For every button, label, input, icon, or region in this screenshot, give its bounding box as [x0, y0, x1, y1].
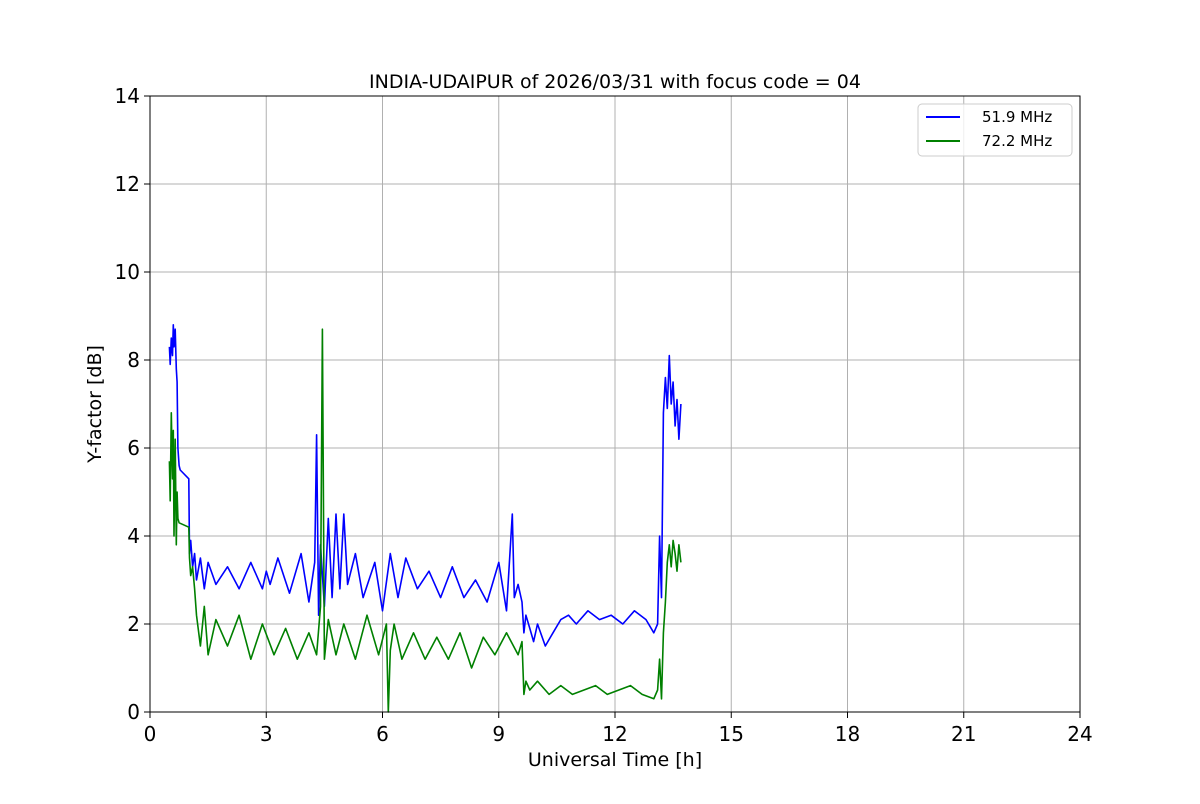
- x-tick-label: 15: [719, 722, 744, 746]
- x-tick-label: 24: [1067, 722, 1092, 746]
- y-tick-label: 6: [127, 436, 140, 460]
- y-axis-label: Y-factor [dB]: [84, 345, 106, 464]
- y-tick-label: 8: [127, 348, 140, 372]
- series-layer: [168, 323, 682, 713]
- series-line-1: [168, 323, 682, 647]
- x-tick-label: 12: [602, 722, 627, 746]
- x-tick-label: 3: [260, 722, 273, 746]
- y-tick-label: 10: [115, 260, 140, 284]
- y-tick-label: 14: [115, 84, 140, 108]
- legend: 51.9 MHz 72.2 MHz: [917, 103, 1073, 157]
- x-tick-label: 21: [951, 722, 976, 746]
- series-line-2: [168, 328, 682, 713]
- legend-label-series-1: 51.9 MHz: [982, 108, 1052, 126]
- y-tick-label: 12: [115, 172, 140, 196]
- y-tick-label: 0: [127, 700, 140, 724]
- y-tick-label: 4: [127, 524, 140, 548]
- x-tick-label: 18: [835, 722, 860, 746]
- y-tick-label: 2: [127, 612, 140, 636]
- x-tick-label: 6: [376, 722, 389, 746]
- chart-title: INDIA-UDAIPUR of 2026/03/31 with focus c…: [369, 71, 861, 93]
- x-tick-label: 0: [144, 722, 157, 746]
- x-axis-label: Universal Time [h]: [528, 749, 702, 771]
- x-tick-label: 9: [492, 722, 505, 746]
- legend-label-series-2: 72.2 MHz: [982, 132, 1052, 150]
